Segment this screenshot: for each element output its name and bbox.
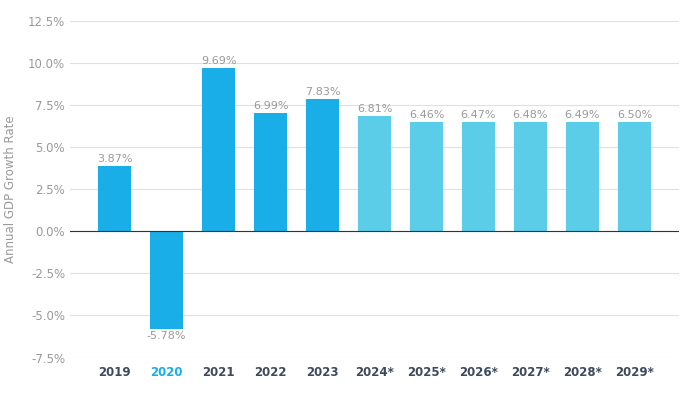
Text: 6.50%: 6.50%	[617, 110, 652, 120]
Bar	[617, 122, 651, 231]
Text: 6.81%: 6.81%	[357, 104, 392, 114]
Bar	[150, 231, 183, 328]
Text: 6.48%: 6.48%	[512, 110, 548, 120]
Y-axis label: Annual GDP Growth Rate: Annual GDP Growth Rate	[4, 115, 17, 263]
Bar	[202, 68, 235, 231]
Bar	[98, 166, 132, 231]
Bar	[566, 122, 599, 231]
Text: 3.87%: 3.87%	[97, 154, 132, 164]
Bar	[410, 122, 443, 231]
Text: -5.78%: -5.78%	[147, 330, 186, 341]
Text: 7.83%: 7.83%	[304, 87, 340, 97]
Text: 6.99%: 6.99%	[253, 102, 288, 111]
Text: 6.46%: 6.46%	[409, 110, 444, 120]
Text: 9.69%: 9.69%	[201, 56, 237, 66]
Bar	[358, 116, 391, 231]
Bar	[306, 99, 340, 231]
Bar	[461, 122, 496, 231]
Text: 6.47%: 6.47%	[461, 110, 496, 120]
Bar	[514, 122, 547, 231]
Bar	[253, 113, 288, 231]
Text: 6.49%: 6.49%	[565, 110, 600, 120]
